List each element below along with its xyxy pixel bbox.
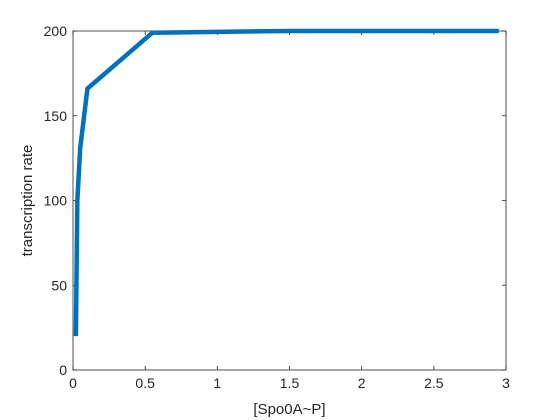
x-tick-label: 2 xyxy=(358,375,366,391)
y-tick-label: 0 xyxy=(59,362,67,378)
x-axis-label: [Spo0A~P] xyxy=(253,401,325,418)
x-tick-label: 3 xyxy=(502,375,510,391)
y-axis-label: transcription rate xyxy=(19,145,36,257)
series-layer xyxy=(73,28,499,337)
y-tick-label: 100 xyxy=(44,193,68,209)
x-tick-label: 1 xyxy=(213,375,221,391)
y-tick-label: 150 xyxy=(44,108,68,124)
y-tick-label: 200 xyxy=(44,23,68,39)
x-tick-label: 0 xyxy=(69,375,77,391)
y-tick-label: 50 xyxy=(51,277,67,293)
axis-ticks: 0 0.5 1 1.5 2 2.5 3 0 50 100 150 200 xyxy=(44,23,510,391)
axes-box xyxy=(72,30,507,371)
x-tick-label: 0.5 xyxy=(135,375,155,391)
x-tick-label: 1.5 xyxy=(280,375,300,391)
series-line xyxy=(73,28,499,337)
x-tick-label: 2.5 xyxy=(424,375,444,391)
plot-area xyxy=(72,30,507,371)
